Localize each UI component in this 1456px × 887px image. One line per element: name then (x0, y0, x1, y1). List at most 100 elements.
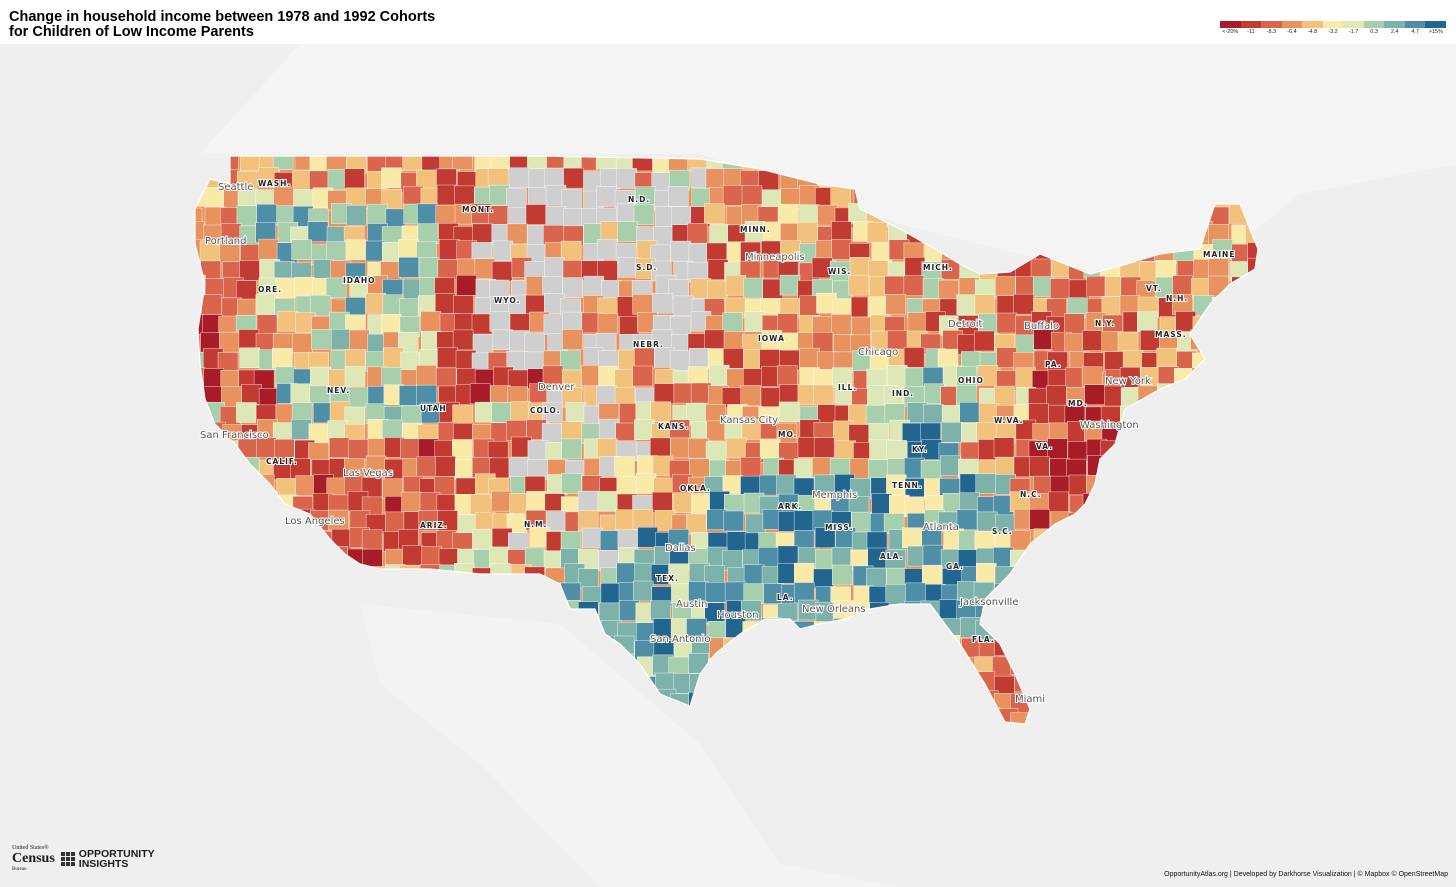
county-cell[interactable] (581, 527, 603, 549)
county-cell[interactable] (381, 367, 402, 388)
county-cell[interactable] (1013, 293, 1034, 315)
county-cell[interactable] (385, 511, 406, 533)
county-cell[interactable] (439, 239, 460, 260)
county-cell[interactable] (974, 294, 996, 316)
county-cell[interactable] (831, 314, 852, 335)
county-cell[interactable] (886, 440, 907, 461)
county-cell[interactable] (866, 567, 887, 589)
county-cell[interactable] (182, 207, 203, 229)
county-cell[interactable] (255, 294, 277, 315)
county-cell[interactable] (400, 438, 421, 459)
county-cell[interactable] (491, 261, 513, 282)
map-canvas[interactable]: Seattle Portland San Francisco Las Vegas Los… (0, 44, 1456, 887)
county-cell[interactable] (779, 274, 801, 296)
county-cell[interactable] (974, 330, 995, 352)
county-cell[interactable] (762, 278, 783, 300)
county-cell[interactable] (831, 547, 853, 568)
county-cell[interactable] (760, 387, 782, 408)
county-cell[interactable] (399, 298, 420, 319)
county-cell[interactable] (452, 439, 473, 460)
county-cell[interactable] (344, 168, 365, 189)
county-cell[interactable] (813, 437, 835, 458)
county-cell[interactable] (1082, 330, 1103, 351)
county-cell[interactable] (832, 564, 853, 586)
county-cell[interactable] (435, 293, 456, 314)
county-cell[interactable] (401, 405, 422, 426)
county-cell[interactable] (705, 441, 727, 462)
county-cell[interactable] (939, 599, 960, 620)
county-cell[interactable] (453, 295, 474, 316)
county-cell[interactable] (1136, 311, 1158, 332)
county-cell[interactable] (435, 367, 457, 389)
county-cell[interactable] (956, 509, 978, 530)
county-cell[interactable] (525, 204, 547, 225)
county-cell[interactable] (596, 186, 617, 207)
county-cell[interactable] (236, 402, 257, 423)
county-cell[interactable] (272, 150, 294, 171)
county-cell[interactable] (416, 384, 437, 406)
county-cell[interactable] (201, 294, 222, 315)
county-cell[interactable] (799, 204, 820, 225)
county-cell[interactable] (885, 584, 906, 605)
county-cell[interactable] (614, 369, 635, 390)
county-cell[interactable] (1068, 279, 1090, 301)
county-cell[interactable] (596, 238, 618, 260)
county-cell[interactable] (704, 203, 725, 225)
county-cell[interactable] (652, 491, 673, 513)
county-cell[interactable] (938, 279, 959, 301)
county-cell[interactable] (956, 294, 977, 315)
county-cell[interactable] (398, 256, 419, 278)
county-cell[interactable] (577, 490, 599, 512)
county-cell[interactable] (545, 205, 566, 227)
county-cell[interactable] (1048, 491, 1069, 513)
county-cell[interactable] (1068, 474, 1090, 496)
county-cell[interactable] (367, 203, 388, 225)
county-cell[interactable] (416, 456, 438, 477)
county-cell[interactable] (976, 563, 997, 584)
county-cell[interactable] (871, 242, 892, 263)
county-cell[interactable] (560, 350, 581, 371)
county-cell[interactable] (417, 203, 438, 225)
county-cell[interactable] (670, 437, 691, 459)
county-cell[interactable] (884, 275, 905, 297)
county-cell[interactable] (617, 529, 639, 550)
county-cell[interactable] (922, 565, 943, 586)
county-cell[interactable] (348, 439, 369, 460)
county-cell[interactable] (776, 474, 797, 496)
county-cell[interactable] (617, 221, 638, 242)
county-cell[interactable] (688, 348, 710, 369)
county-cell[interactable] (724, 581, 746, 603)
county-cell[interactable] (994, 385, 1015, 407)
county-cell[interactable] (345, 239, 367, 260)
county-cell[interactable] (291, 239, 312, 261)
county-cell[interactable] (1086, 276, 1107, 297)
county-cell[interactable] (311, 329, 332, 350)
county-cell[interactable] (562, 277, 583, 298)
county-cell[interactable] (704, 329, 725, 351)
county-cell[interactable] (577, 510, 599, 531)
county-cell[interactable] (402, 545, 423, 566)
county-cell[interactable] (542, 401, 563, 423)
county-cell[interactable] (903, 347, 925, 368)
county-cell[interactable] (295, 475, 316, 496)
county-cell[interactable] (686, 513, 707, 535)
county-cell[interactable] (866, 222, 888, 243)
county-cell[interactable] (598, 602, 620, 624)
county-cell[interactable] (578, 568, 599, 589)
county-cell[interactable] (236, 205, 258, 226)
county-cell[interactable] (399, 385, 420, 406)
county-cell[interactable] (452, 149, 473, 170)
county-cell[interactable] (868, 459, 889, 480)
county-cell[interactable] (435, 204, 456, 226)
county-cell[interactable] (256, 314, 278, 335)
county-cell[interactable] (996, 312, 1018, 334)
county-cell[interactable] (329, 437, 350, 458)
county-cell[interactable] (690, 382, 712, 404)
county-cell[interactable] (614, 456, 635, 477)
county-cell[interactable] (688, 438, 709, 459)
county-cell[interactable] (349, 329, 370, 351)
county-cell[interactable] (831, 239, 852, 260)
county-cell[interactable] (851, 316, 872, 338)
county-cell[interactable] (272, 348, 293, 369)
county-cell[interactable] (633, 204, 655, 225)
